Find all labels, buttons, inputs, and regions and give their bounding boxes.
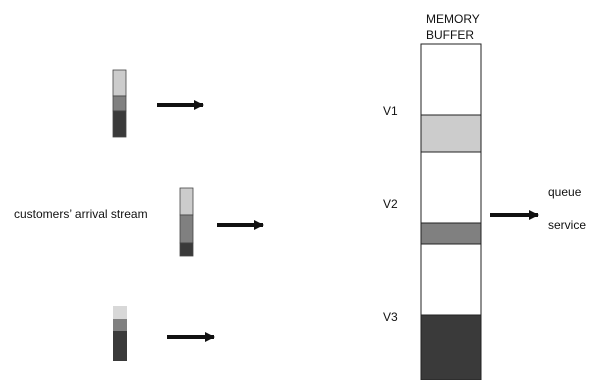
section-label-v2: V2	[383, 197, 398, 211]
output-label-service: service	[548, 218, 587, 232]
buffer-section-v3	[420, 314, 482, 380]
buffer-section-v2	[420, 222, 482, 245]
source-block-3	[113, 306, 127, 361]
buffer-section-v1	[420, 114, 482, 153]
buffer-title-line1: MEMORY	[426, 12, 480, 26]
buffer-title-line2: BUFFER	[426, 28, 474, 42]
section-label-v1: V1	[383, 104, 398, 118]
section-label-v3: V3	[383, 310, 398, 324]
output-label-queue: queue	[548, 185, 582, 199]
source-block-2	[179, 187, 194, 257]
source-block-1	[112, 69, 127, 138]
stream-label: customers’ arrival stream	[14, 207, 148, 221]
memory-buffer	[420, 43, 482, 380]
